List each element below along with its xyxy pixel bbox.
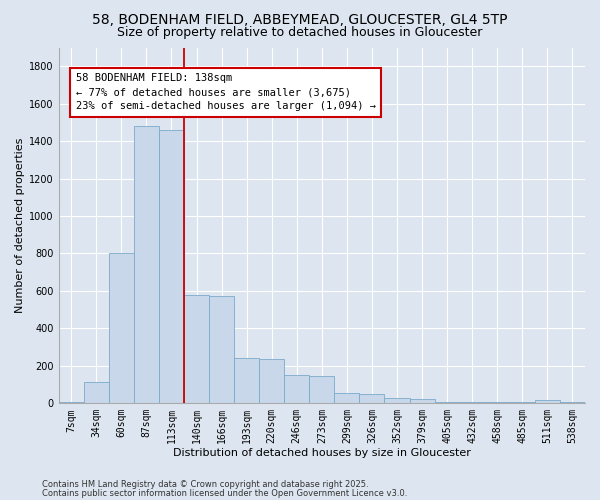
Text: Size of property relative to detached houses in Gloucester: Size of property relative to detached ho… <box>118 26 482 39</box>
Bar <box>84 382 109 403</box>
Text: 58 BODENHAM FIELD: 138sqm
← 77% of detached houses are smaller (3,675)
23% of se: 58 BODENHAM FIELD: 138sqm ← 77% of detac… <box>76 74 376 112</box>
Bar <box>334 393 359 403</box>
Bar <box>460 402 485 403</box>
Bar <box>434 402 460 403</box>
Bar <box>159 130 184 403</box>
Bar <box>259 359 284 403</box>
Bar <box>284 375 309 403</box>
Bar <box>309 376 334 403</box>
Bar <box>59 402 84 403</box>
Bar <box>184 294 209 403</box>
X-axis label: Distribution of detached houses by size in Gloucester: Distribution of detached houses by size … <box>173 448 471 458</box>
Bar <box>134 126 159 403</box>
Text: Contains HM Land Registry data © Crown copyright and database right 2025.: Contains HM Land Registry data © Crown c… <box>42 480 368 489</box>
Bar <box>359 394 385 403</box>
Bar <box>485 402 510 403</box>
Bar <box>535 400 560 403</box>
Bar <box>410 398 434 403</box>
Bar <box>209 296 234 403</box>
Text: 58, BODENHAM FIELD, ABBEYMEAD, GLOUCESTER, GL4 5TP: 58, BODENHAM FIELD, ABBEYMEAD, GLOUCESTE… <box>92 12 508 26</box>
Bar <box>385 398 410 403</box>
Text: Contains public sector information licensed under the Open Government Licence v3: Contains public sector information licen… <box>42 488 407 498</box>
Y-axis label: Number of detached properties: Number of detached properties <box>15 138 25 313</box>
Bar <box>510 402 535 403</box>
Bar <box>560 402 585 403</box>
Bar <box>234 358 259 403</box>
Bar <box>109 254 134 403</box>
